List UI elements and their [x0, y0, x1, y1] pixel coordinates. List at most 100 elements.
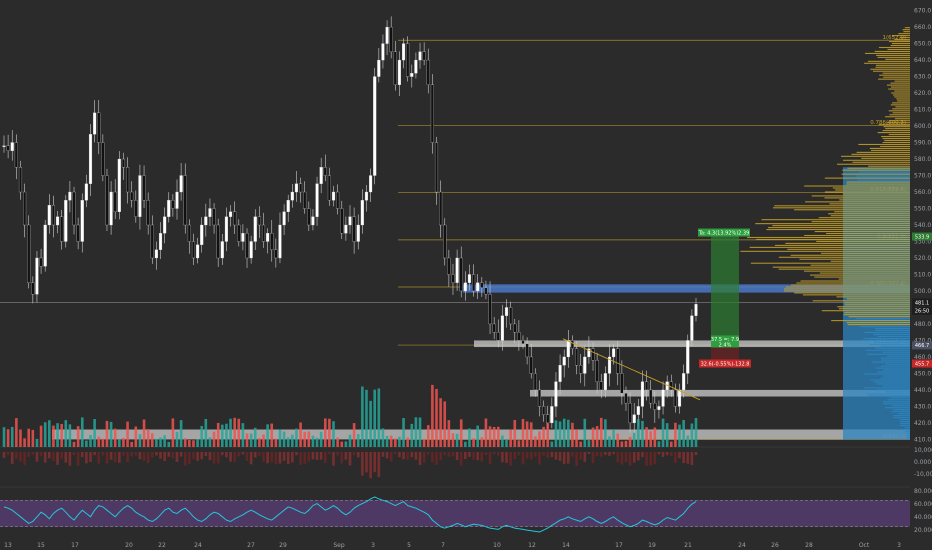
candle-body	[294, 183, 299, 193]
volume-bar	[637, 419, 640, 447]
volume-delta-bar	[52, 452, 55, 461]
x-tick-12: 10	[493, 542, 501, 549]
zone-2	[530, 389, 910, 397]
volume-delta-bar	[291, 452, 294, 463]
candle-body	[307, 208, 311, 226]
candle-body	[616, 348, 620, 374]
profile-bar	[846, 298, 910, 300]
candle-body	[529, 356, 533, 374]
profile-bar	[856, 151, 910, 153]
badge-label-2: 26:50	[915, 309, 929, 315]
volume-delta-bar	[488, 452, 492, 464]
volume-bar	[356, 434, 360, 447]
profile-bar	[847, 167, 910, 169]
volume-delta-bar	[455, 452, 459, 461]
volume-bar	[468, 428, 471, 447]
volume-bar	[599, 417, 603, 447]
volume-delta-bar	[509, 452, 512, 466]
x-tick-15: 17	[615, 542, 623, 549]
volume-bar	[183, 438, 187, 447]
volume-delta-bar	[369, 452, 372, 479]
profile-bar	[882, 72, 910, 74]
candle-body	[299, 183, 303, 193]
volume-bar	[525, 421, 529, 447]
volume-bar	[501, 435, 504, 447]
profile-bar	[804, 234, 910, 237]
volume-bar	[583, 418, 587, 447]
profile-bar	[841, 173, 910, 175]
candle-body	[657, 406, 661, 410]
volume-delta-bar	[43, 452, 47, 463]
oscillator-band	[0, 500, 910, 527]
candle-body	[554, 381, 558, 407]
oscillator-pane	[0, 486, 910, 533]
volume-delta-bar	[496, 452, 500, 456]
profile-bar	[864, 373, 910, 375]
profile-bar	[870, 68, 910, 70]
profile-bar	[881, 359, 910, 361]
volume-bar	[431, 384, 434, 447]
candle-body	[677, 389, 682, 407]
profile-bar	[839, 199, 910, 201]
profile-bar	[881, 365, 910, 367]
volume-delta-bar	[678, 452, 681, 459]
volume-bar	[451, 433, 455, 447]
volume-bar	[546, 423, 550, 447]
profile-bar	[876, 383, 910, 385]
profile-bar	[772, 266, 910, 268]
profile-bar	[874, 50, 910, 52]
candle-body	[360, 200, 364, 226]
candle-body	[401, 43, 406, 61]
candle-body	[196, 244, 200, 259]
candle-body	[492, 323, 496, 333]
volume-bar	[377, 388, 381, 447]
volume-delta-bar	[241, 452, 245, 455]
candle-body	[570, 340, 574, 349]
volume-bar	[138, 434, 142, 447]
profile-bar	[819, 272, 910, 274]
volume-bar	[439, 398, 442, 447]
profile-bar	[877, 56, 910, 58]
x-tick-0: 13	[4, 542, 12, 549]
volume-bar	[134, 426, 138, 447]
profile-bar	[794, 292, 910, 294]
candle-body	[537, 389, 542, 407]
candle-body	[525, 343, 529, 358]
volume-delta-bar	[208, 452, 212, 461]
profile-bar	[902, 29, 910, 31]
volume-bar	[64, 420, 68, 447]
volume-bar	[291, 434, 294, 447]
volume-bar	[249, 433, 253, 447]
volume-bar	[262, 434, 265, 447]
profile-bar	[832, 187, 910, 189]
volume-delta-bar	[521, 452, 525, 465]
candle-body	[130, 191, 134, 201]
oscillator-tick-2: 40.000	[914, 514, 932, 521]
x-tick-6: 27	[247, 542, 255, 549]
badge-label-4: 455.7	[915, 361, 929, 367]
candle-body	[23, 191, 27, 226]
candle-body	[237, 224, 241, 242]
volume-delta-bar	[278, 452, 282, 464]
volume-bar	[414, 417, 418, 447]
position-tool[interactable]: Ta: 4.3(13.92%)2.39 37.5 =: 7.92.4% 32.6(-…	[698, 228, 751, 368]
candle-body	[397, 59, 401, 85]
volume-bar	[492, 426, 496, 447]
volume-delta-bar	[19, 452, 22, 462]
profile-bar	[873, 341, 910, 343]
volume-delta-bar	[39, 452, 43, 457]
candle-body	[31, 282, 35, 295]
volume-bar	[484, 418, 488, 447]
profile-bar	[885, 363, 910, 365]
profile-bar	[799, 258, 910, 260]
candle-body	[579, 365, 583, 374]
candle-body	[694, 304, 698, 316]
profile-bar	[871, 361, 910, 363]
volume-bar	[52, 425, 55, 447]
volume-bar	[385, 435, 389, 447]
volume-tick-1: 0.000	[914, 459, 931, 466]
profile-bar	[814, 276, 910, 278]
volume-bar	[604, 419, 607, 447]
profile-bar	[897, 100, 910, 102]
